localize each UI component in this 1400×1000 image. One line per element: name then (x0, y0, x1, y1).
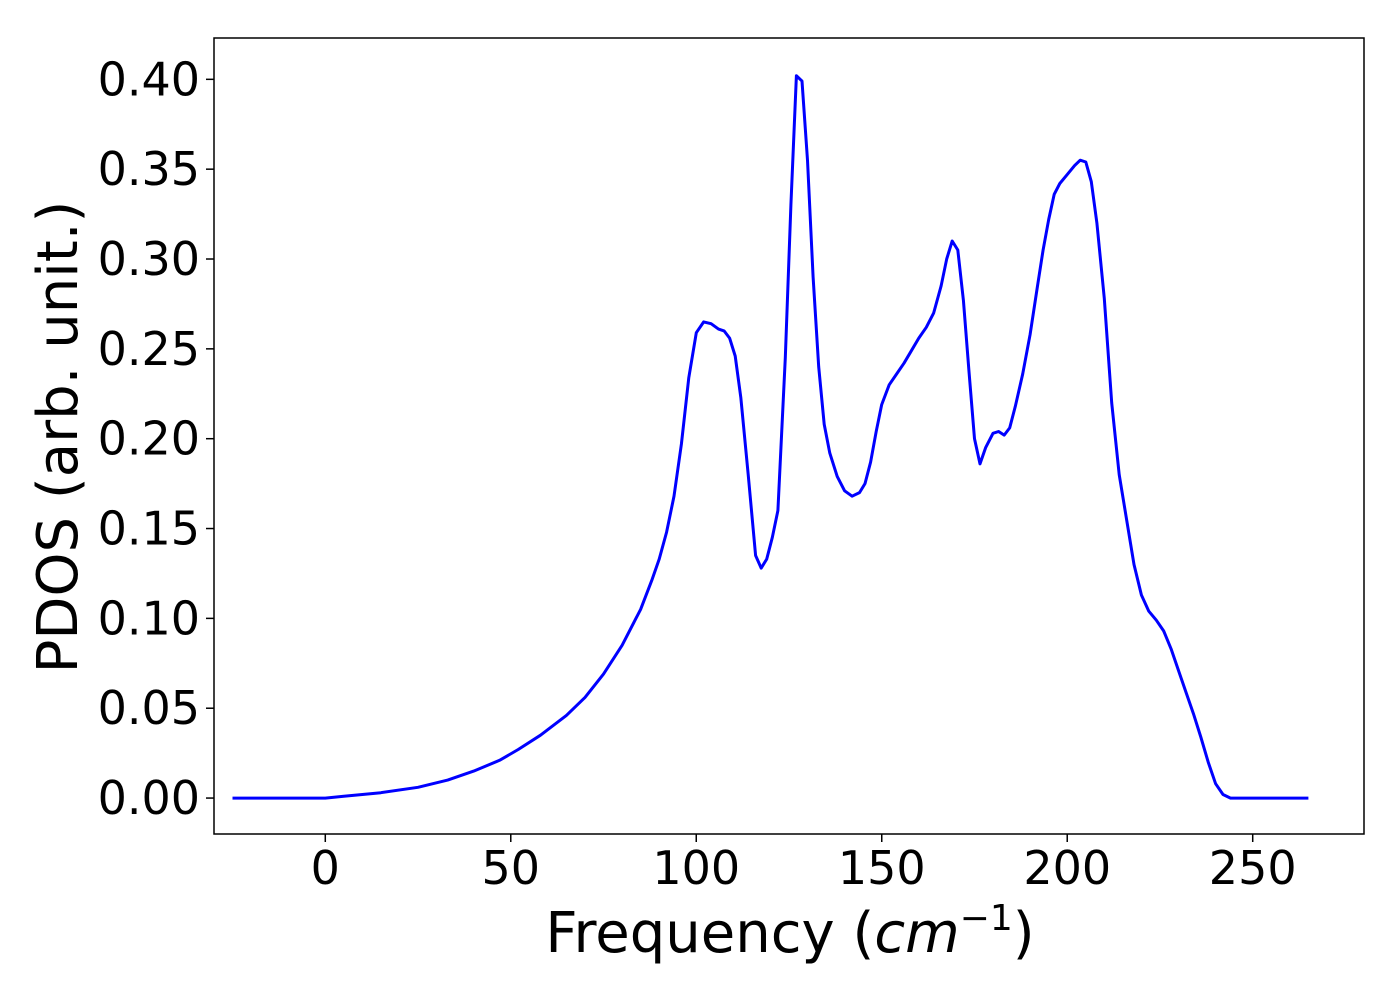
plot-area (213, 37, 1365, 835)
y-tick-label: 0.25 (98, 322, 200, 376)
x-tick-label: 150 (838, 841, 926, 895)
x-axis-title: Frequency (cm−1) (545, 898, 1034, 966)
y-tick-label: 0.05 (98, 681, 200, 735)
y-tick-label: 0.40 (98, 52, 200, 106)
y-axis-ticks: 0.00 0.05 0.10 0.15 0.20 0.25 0.30 0.35 0.40 (98, 52, 214, 825)
pdos-series-line (232, 74, 1309, 800)
y-tick-label: 0.20 (98, 412, 200, 466)
x-axis-ticks: 0 50 100 150 200 250 (311, 834, 1297, 895)
y-tick-label: 0.30 (98, 232, 200, 286)
y-tick-label: 0.00 (98, 771, 200, 825)
y-tick-label: 0.10 (98, 591, 200, 645)
x-tick-label: 0 (311, 841, 340, 895)
x-tick-label: 200 (1023, 841, 1111, 895)
x-tick-label: 250 (1209, 841, 1297, 895)
x-tick-label: 100 (652, 841, 740, 895)
y-tick-label: 0.35 (98, 142, 200, 196)
y-axis-title: PDOS (arb. unit.) (26, 201, 91, 674)
y-tick-label: 0.15 (98, 502, 200, 556)
x-tick-label: 50 (482, 841, 541, 895)
plot-frame (213, 37, 1365, 835)
